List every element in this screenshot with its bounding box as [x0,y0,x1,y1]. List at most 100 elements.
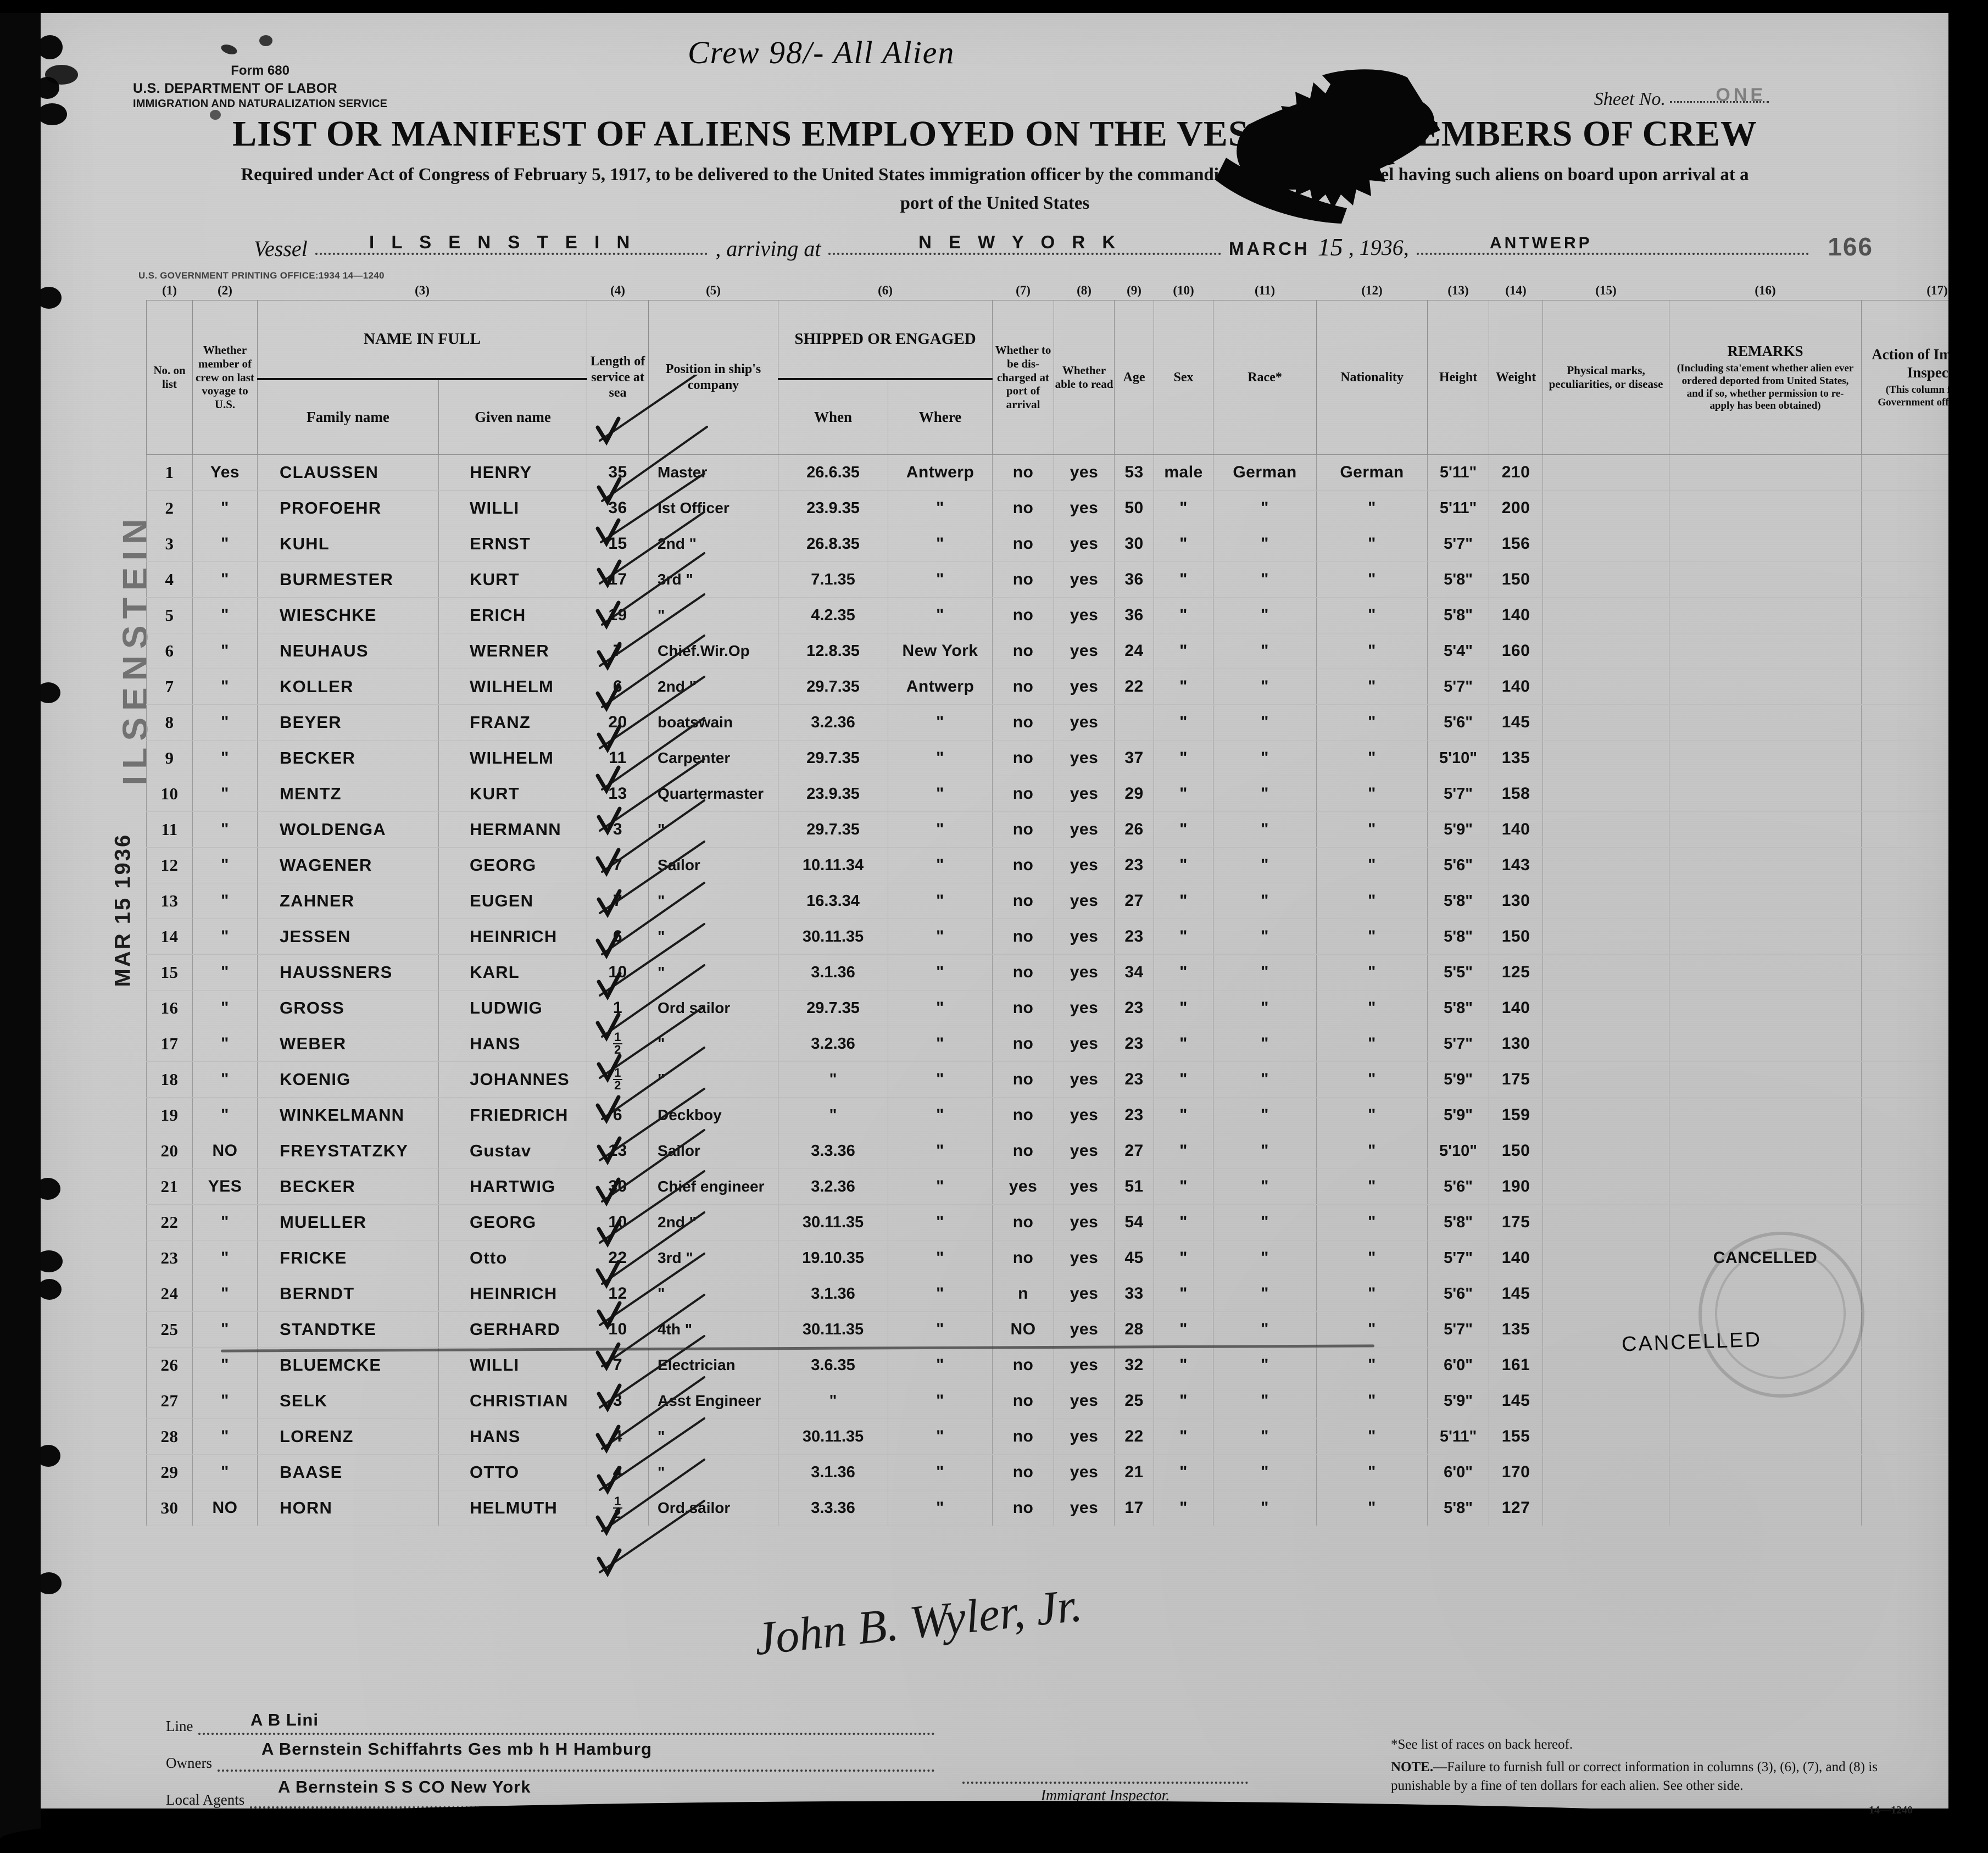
row-physical-marks [1542,811,1670,848]
row-shipped-when: 10.11.34 [778,847,889,883]
table-row[interactable]: 19 " WINKELMANN FRIEDRICH 6 Deckboy " " no yes 23 "… [146,1097,1988,1133]
table-row[interactable]: 14 " JESSEN HEINRICH 6 " 30.11.35 " no yes 23 " " " 5… [146,919,1988,955]
row-weight: 190 [1489,1168,1544,1205]
table-row[interactable]: 26 " BLUEMCKE WILLI 7 Electrician 3.6.35 " no yes… [146,1347,1988,1383]
table-row[interactable]: 21 YES BECKER HARTWIG 30 Chief engineer 3.2.36… [146,1168,1988,1205]
table-row[interactable]: 16 " GROSS LUDWIG 1 Ord sailor 29.7.35 " no yes 23… [146,990,1988,1026]
table-row[interactable]: 20 NO FREYSTATZKY Gustav 13 Sailor 3.3.36 " no ye… [146,1133,1988,1169]
row-discharged: no [992,1383,1055,1419]
table-row[interactable]: 10 " MENTZ KURT 13 Quartermaster 23.9.35 " no yes… [146,776,1988,812]
row-sex: " [1154,883,1214,919]
table-row[interactable]: 4 " BURMESTER KURT 17 3rd " 7.1.35 " no yes 36 " " " 5… [146,561,1988,598]
row-position: " [648,883,779,919]
row-no: 19 [146,1097,193,1133]
table-row[interactable]: 6 " NEUHAUS WERNER 7 Chief.Wir.Op 12.8.35 New Y… [146,633,1988,669]
row-given-name: GEORG [438,1204,588,1240]
row-physical-marks [1542,1276,1670,1312]
row-race: " [1213,490,1317,526]
row-height: 5'10" [1427,1133,1490,1169]
table-row[interactable]: 2 " PROFOEHR WILLI 36 Ist Officer 23.9.35 " no ye… [146,490,1988,526]
row-race: " [1213,811,1317,848]
table-row[interactable]: 18 " KOENIG JOHANNES 1 2 " " " no yes 23 " " " 5'9" 175 [146,1061,1988,1098]
row-age: 27 [1114,883,1155,919]
table-row[interactable]: 3 " KUHL ERNST 15 2nd " 26.8.35 " no yes 30 " " " 5'7"… [146,526,1988,562]
header-physical-marks: Physical marks, peculiarities, or diseas… [1542,300,1670,455]
row-length-of-service: 3 [587,1383,649,1419]
table-row[interactable]: 23 " FRICKE Otto 22 3rd " 19.10.35 " no yes 45 " " " 5… [146,1240,1988,1276]
row-weight: 170 [1489,1454,1544,1490]
table-row[interactable]: 13 " ZAHNER EUGEN 7 " 16.3.34 " no yes 27 " " " 5'8" 1… [146,883,1988,919]
colnum-12: (12) [1361,283,1383,297]
row-length-of-service: 22 [587,1240,649,1276]
row-able-to-read: yes [1054,1097,1115,1133]
row-nationality: " [1316,1061,1428,1098]
row-crew-last-voyage: YES [192,1168,258,1205]
row-length-of-service: 7 [587,883,649,919]
row-crew-last-voyage: " [192,919,258,955]
row-race: " [1213,561,1317,598]
colnum-17: (17) [1926,283,1948,297]
table-row[interactable]: 24 " BERNDT HEINRICH 12 " 3.1.36 " n yes 33 " " " 5'6… [146,1276,1988,1312]
table-row[interactable]: 7 " KOLLER WILHELM 6 2nd " 29.7.35 Antwerp no yes… [146,669,1988,705]
row-length-of-service: 35 [587,454,649,491]
row-physical-marks [1542,776,1670,812]
row-discharged: no [992,776,1055,812]
table-row[interactable]: 15 " HAUSSNERS KARL 10 " 3.1.36 " no yes 34 " " " 5'5… [146,954,1988,991]
row-given-name: WILHELM [438,669,588,705]
row-given-name: GEORG [438,847,588,883]
row-discharged: no [992,740,1055,776]
table-row[interactable]: 11 " WOLDENGA HERMANN 3 " 29.7.35 " no yes 26 " " " 5… [146,811,1988,848]
header-given-name: Given name [438,379,588,455]
row-able-to-read: yes [1054,597,1115,633]
table-row[interactable]: 5 " WIESCHKE ERICH 19 " 4.2.35 " no yes 36 " " " 5'8"… [146,597,1988,633]
row-nationality: " [1316,1490,1428,1526]
row-no: 18 [146,1061,193,1098]
row-height: 5'8" [1427,919,1490,955]
table-row[interactable]: 9 " BECKER WILHELM 11 Carpenter 29.7.35 " no yes 3… [146,740,1988,776]
row-position: boatswain [648,704,779,741]
header-where: Where [888,379,993,455]
row-given-name: ERNST [438,526,588,562]
row-sex: " [1154,1311,1214,1348]
row-length-of-service: 4 [587,1454,649,1490]
table-row[interactable]: 27 " SELK CHRISTIAN 3 Asst Engineer " " no yes 25 "… [146,1383,1988,1419]
row-family-name: WOLDENGA [257,811,439,848]
row-family-name: CLAUSSEN [257,454,439,491]
table-row[interactable]: 28 " LORENZ HANS 4 " 30.11.35 " no yes 22 " " " 5'11"… [146,1418,1988,1455]
row-remarks [1669,847,1862,883]
service-name: IMMIGRATION AND NATURALIZATION SERVICE [133,97,388,110]
row-crew-last-voyage: " [192,1418,258,1455]
row-age: 33 [1114,1276,1155,1312]
table-row[interactable]: 29 " BAASE OTTO 4 " 3.1.36 " no yes 21 " " " 6'0" 170 [146,1454,1988,1490]
row-no: 4 [146,561,193,598]
row-sex: " [1154,740,1214,776]
row-weight: 145 [1489,1383,1544,1419]
row-given-name: GERHARD [438,1311,588,1348]
row-position: " [648,954,779,991]
row-sex: " [1154,526,1214,562]
table-row[interactable]: 17 " WEBER HANS 1 2 " 3.2.36 " no yes 23 " " " 5'7" 130 [146,1026,1988,1062]
row-family-name: ZAHNER [257,883,439,919]
row-weight: 145 [1489,704,1544,741]
row-remarks [1669,1490,1862,1526]
row-shipped-where: Antwerp [888,454,993,491]
row-length-of-service: 3 [587,811,649,848]
row-remarks [1669,526,1862,562]
table-row[interactable]: 8 " BEYER FRANZ 20 boatswain 3.2.36 " no yes " " " 5'… [146,704,1988,741]
row-nationality: " [1316,883,1428,919]
row-no: 9 [146,740,193,776]
table-row[interactable]: 12 " WAGENER GEORG 7 Sailor 10.11.34 " no yes 23 " "… [146,847,1988,883]
table-row[interactable]: 30 NO HORN HELMUTH 1 2 Ord.sailor 3.3.36 " no yes 1… [146,1490,1988,1526]
row-shipped-where: " [888,597,993,633]
row-shipped-when: 29.7.35 [778,740,889,776]
row-sex: " [1154,1454,1214,1490]
row-nationality: German [1316,454,1428,491]
table-row[interactable]: 22 " MUELLER GEORG 10 2nd " 30.11.35 " no yes 54 " "… [146,1204,1988,1240]
row-no: 6 [146,633,193,669]
footer-notes: *See list of races on back hereof. NOTE.… [1391,1737,1913,1817]
row-sex: " [1154,1490,1214,1526]
table-row[interactable]: 25 " STANDTKE GERHARD 10 4th " 30.11.35 " NO yes 2… [146,1311,1988,1348]
table-row[interactable]: 1 Yes CLAUSSEN HENRY 35 Master 26.6.35 Antwerp n… [146,454,1988,491]
row-given-name: FRANZ [438,704,588,741]
row-nationality: " [1316,526,1428,562]
